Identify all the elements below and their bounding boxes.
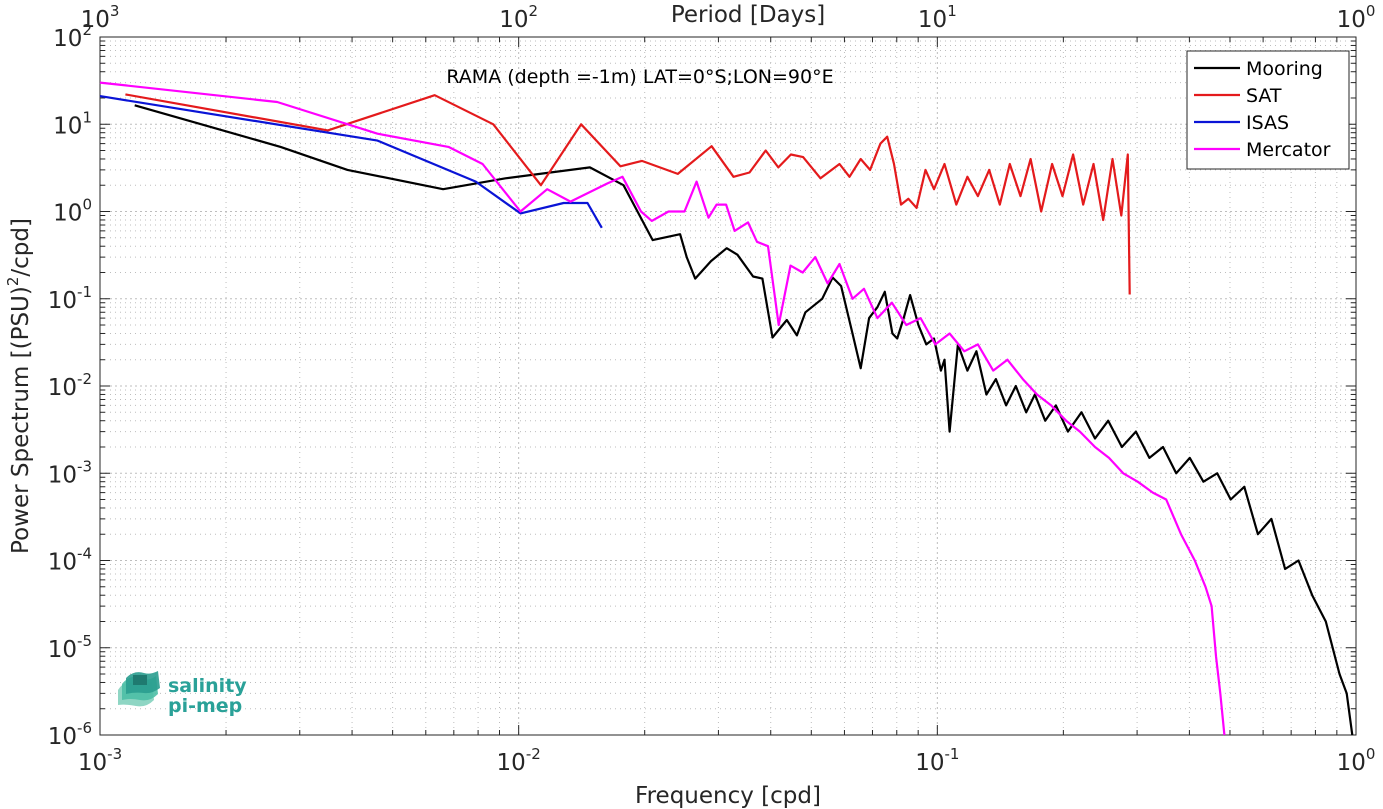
x-tick-labels: 10-3 10-2 10-1 100 — [78, 745, 1376, 776]
chart-title: RAMA (depth =-1m) LAT=0°S;LON=90°E — [446, 66, 833, 88]
x-axis-label: Frequency [cpd] — [635, 783, 821, 809]
plot-frame — [99, 36, 1357, 736]
y-tick-label: 102 — [53, 21, 92, 52]
legend-label-mercator: Mercator — [1246, 139, 1331, 161]
logo-text-line1: salinity — [168, 675, 247, 697]
y-axis-label: Power Spectrum [(PSU)2/cpd] — [4, 218, 34, 554]
top-tick-label: 103 — [81, 2, 120, 33]
series-line-mercator — [99, 81, 1226, 736]
legend: Mooring SAT ISAS Mercator — [1186, 50, 1350, 170]
series-line-mooring — [134, 104, 1354, 736]
top-axis-label: Period [Days] — [671, 2, 825, 28]
y-tick-labels: 10-6 10-5 10-4 10-3 10-2 10-1 100 101 102 — [48, 21, 92, 750]
y-tick-label: 10-6 — [48, 719, 92, 750]
top-tick-labels: 103 102 101 100 — [81, 2, 1376, 33]
y-tick-label: 10-4 — [48, 545, 92, 576]
grid-group — [99, 37, 1356, 736]
y-tick-label: 10-1 — [48, 283, 92, 314]
y-tick-label: 101 — [53, 108, 92, 139]
legend-label-sat: SAT — [1246, 85, 1282, 107]
y-tick-label: 10-2 — [48, 370, 92, 401]
logo-mark-icon — [118, 671, 160, 707]
y-tick-label: 100 — [53, 196, 92, 227]
x-tick-label: 10-2 — [497, 745, 541, 776]
top-tick-label: 102 — [499, 2, 538, 33]
legend-label-isas: ISAS — [1246, 112, 1289, 134]
series-group — [99, 81, 1354, 736]
x-tick-label: 10-1 — [915, 745, 959, 776]
y-axis-label-main: Power Spectrum [(PSU) — [8, 286, 34, 554]
axis-ticks — [99, 37, 1356, 736]
logo-text-line2: pi-mep — [168, 695, 242, 717]
y-tick-label: 10-5 — [48, 632, 92, 663]
x-tick-label: 100 — [1337, 745, 1376, 776]
y-axis-label-sup: 2 — [4, 277, 22, 287]
series-line-isas — [99, 95, 603, 229]
legend-label-mooring: Mooring — [1246, 58, 1323, 80]
y-tick-label: 10-3 — [48, 457, 92, 488]
x-tick-label: 10-3 — [78, 745, 122, 776]
y-axis-label-tail: /cpd] — [8, 218, 34, 277]
top-tick-label: 101 — [918, 2, 957, 33]
series-line-sat — [125, 93, 1131, 295]
top-tick-label: 100 — [1337, 2, 1376, 33]
logo: salinity pi-mep — [118, 671, 247, 717]
